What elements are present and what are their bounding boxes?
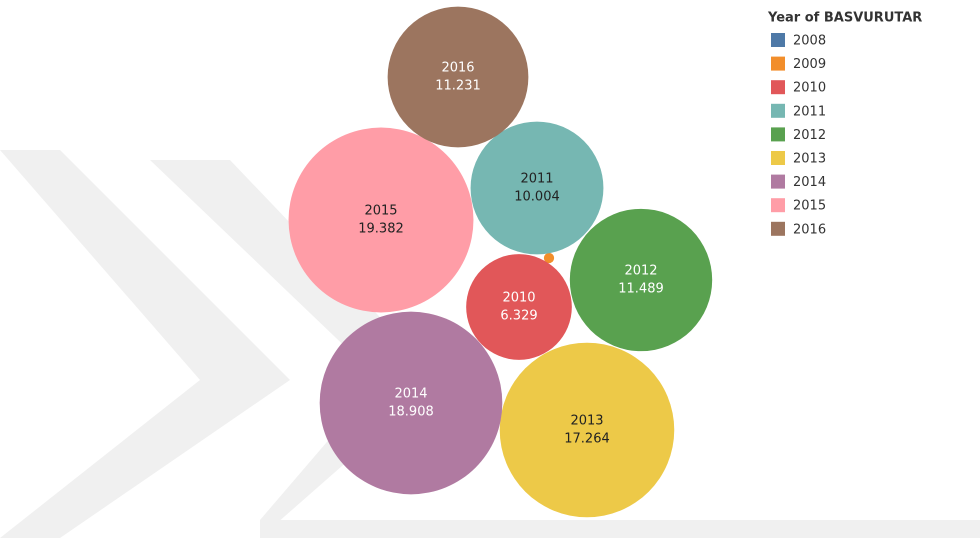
bubble-value: 17.264 [564,432,610,447]
bubble-value: 19.382 [358,222,404,237]
bubble [319,311,503,495]
legend-swatch [771,33,785,47]
legend-label: 2010 [793,81,826,96]
bubble-label: 2014 [394,387,427,402]
bubble [288,127,474,313]
bubble-value: 6.329 [500,309,537,324]
bubble-value: 10.004 [514,190,560,205]
bubble-label: 2016 [441,61,474,76]
bubble-label: 2011 [520,172,553,187]
bubble [499,342,675,518]
legend-title: Year of BASVURUTAR [767,11,922,26]
bubble [543,252,555,264]
bubble-label: 2012 [624,264,657,279]
legend-swatch [771,127,785,142]
legend-label: 2015 [793,199,826,214]
legend-label: 2011 [793,104,826,119]
legend-swatch [771,103,785,118]
bubble [569,208,713,352]
bubble [387,6,529,148]
bubble-value: 11.231 [435,79,481,94]
bubble-value: 11.489 [618,282,664,297]
legend-swatch [771,56,785,71]
legend-swatch [771,221,785,236]
bubble [466,254,572,360]
legend-label: 2014 [793,175,826,190]
bubble-label: 2013 [570,414,603,429]
legend-label: 2008 [793,34,826,49]
legend-swatch [771,151,785,165]
legend-swatch [771,198,785,213]
bubble-label: 2015 [364,204,397,219]
bubble [470,121,604,255]
legend-swatch [771,174,785,189]
bubble-value: 18.908 [388,405,434,420]
bubble-label: 2010 [502,291,535,306]
legend-swatch [771,80,785,95]
legend-label: 2013 [793,152,826,167]
legend-label: 2009 [793,57,826,72]
legend-label: 2016 [793,222,826,237]
legend-label: 2012 [793,128,826,143]
